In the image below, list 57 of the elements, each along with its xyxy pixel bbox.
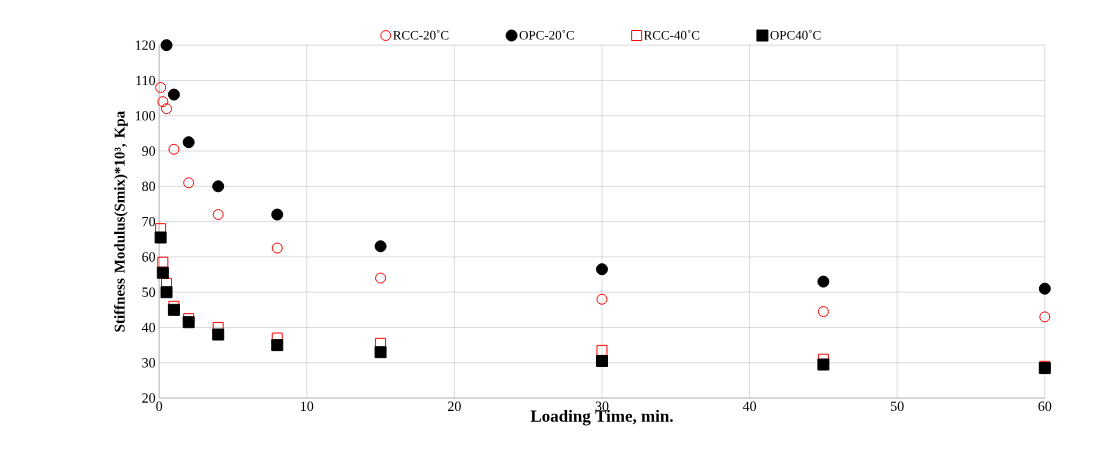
point	[212, 208, 224, 220]
y-tick-label: 120	[135, 40, 156, 50]
x-tick-label: 10	[300, 401, 314, 411]
point	[156, 266, 169, 279]
x-tick-label: 50	[891, 401, 904, 411]
point	[161, 103, 173, 115]
point	[595, 354, 608, 367]
point	[817, 358, 830, 371]
y-tick-label: 100	[135, 110, 156, 121]
point	[271, 242, 283, 254]
point	[168, 143, 180, 155]
point	[160, 286, 173, 299]
point	[271, 208, 284, 221]
legend-label: RCC-20˚C	[393, 29, 449, 40]
y-tick-label: 70	[142, 216, 156, 227]
y-axis-title: Stiffness Modulus(Smix)*10³, Kpa	[114, 110, 128, 332]
x-tick-label: 20	[447, 401, 461, 411]
legend-label: OPC-20˚C	[519, 29, 574, 40]
point	[212, 328, 225, 341]
point	[157, 96, 169, 108]
y-tick-label: 60	[142, 252, 156, 262]
point	[167, 88, 180, 101]
point	[1039, 311, 1051, 323]
y-tick-label: 80	[142, 181, 156, 191]
point	[375, 272, 387, 284]
point	[154, 231, 167, 244]
point	[157, 256, 169, 268]
point	[212, 180, 225, 193]
y-tick-label: 40	[141, 322, 156, 333]
point	[374, 240, 387, 253]
point	[374, 346, 387, 359]
point	[183, 177, 195, 189]
point	[182, 316, 195, 329]
point	[160, 39, 173, 52]
x-tick-label: 40	[742, 401, 757, 411]
point	[595, 263, 608, 276]
y-tick-label: 90	[142, 146, 156, 156]
point	[1038, 282, 1051, 295]
y-tick-label: 110	[136, 75, 156, 86]
point	[155, 81, 167, 93]
point	[817, 305, 829, 317]
point	[167, 303, 180, 316]
x-tick-label: 0	[156, 401, 163, 411]
point	[271, 339, 284, 351]
y-tick-label: 30	[142, 357, 156, 368]
x-axis-title: Loading Time, min.	[530, 409, 673, 426]
x-tick-label: 30	[595, 401, 609, 411]
point	[182, 136, 195, 149]
point	[375, 337, 387, 349]
y-tick-label: 50	[142, 287, 156, 297]
legend-label: OPC40˚C	[770, 29, 821, 40]
point	[817, 275, 830, 288]
x-tick-label: 60	[1038, 401, 1052, 411]
legend-label: RCC-40˚C	[644, 29, 700, 40]
point	[596, 293, 608, 305]
y-tick-label: 20	[142, 393, 156, 403]
point	[596, 344, 608, 356]
